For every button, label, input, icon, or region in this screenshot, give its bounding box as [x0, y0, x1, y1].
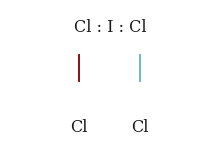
- Text: Cl: Cl: [70, 119, 88, 136]
- Text: Cl : I : Cl: Cl : I : Cl: [74, 19, 146, 36]
- Text: Cl: Cl: [131, 119, 149, 136]
